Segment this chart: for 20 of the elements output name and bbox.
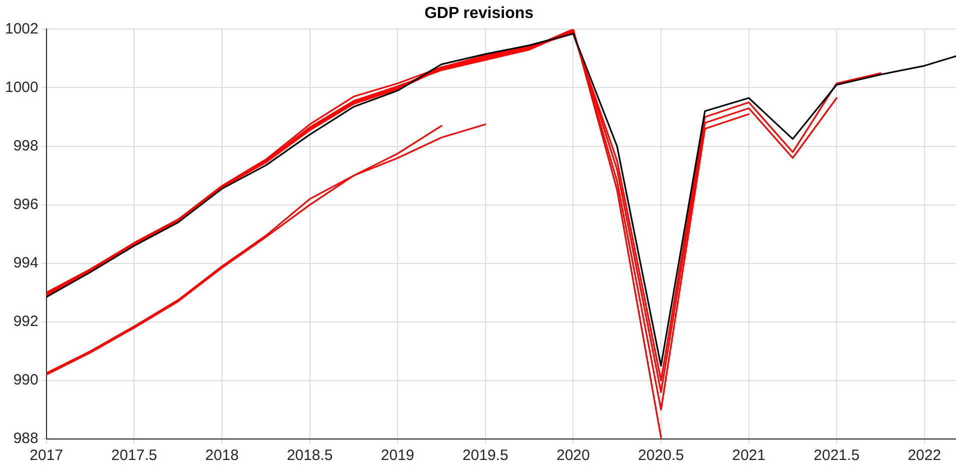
x-tick-label: 2019.5 <box>462 447 508 464</box>
x-tick-label: 2019 <box>380 447 414 464</box>
x-tick-label: 2018 <box>205 447 239 464</box>
y-tick-label: 1000 <box>4 78 38 96</box>
y-tick-label: 1002 <box>4 20 38 38</box>
chart-title: GDP revisions <box>424 5 534 22</box>
x-tick-label: 2020.5 <box>638 447 684 464</box>
x-tick-label: 2020 <box>556 447 590 464</box>
y-tick-label: 990 <box>13 372 38 389</box>
x-tick-label: 2018.5 <box>286 447 333 464</box>
x-tick-label: 2021.5 <box>814 447 860 464</box>
y-tick-label: 998 <box>13 137 38 154</box>
x-tick-label: 2017.5 <box>111 447 158 464</box>
y-tick-label: 988 <box>13 430 38 448</box>
x-tick-label: 2017 <box>30 447 64 464</box>
y-tick-label: 996 <box>13 196 38 213</box>
x-tick-label: 2022 <box>908 447 942 464</box>
x-tick-label: 2021 <box>732 447 766 464</box>
y-tick-label: 994 <box>13 254 38 272</box>
y-tick-label: 992 <box>13 313 38 330</box>
